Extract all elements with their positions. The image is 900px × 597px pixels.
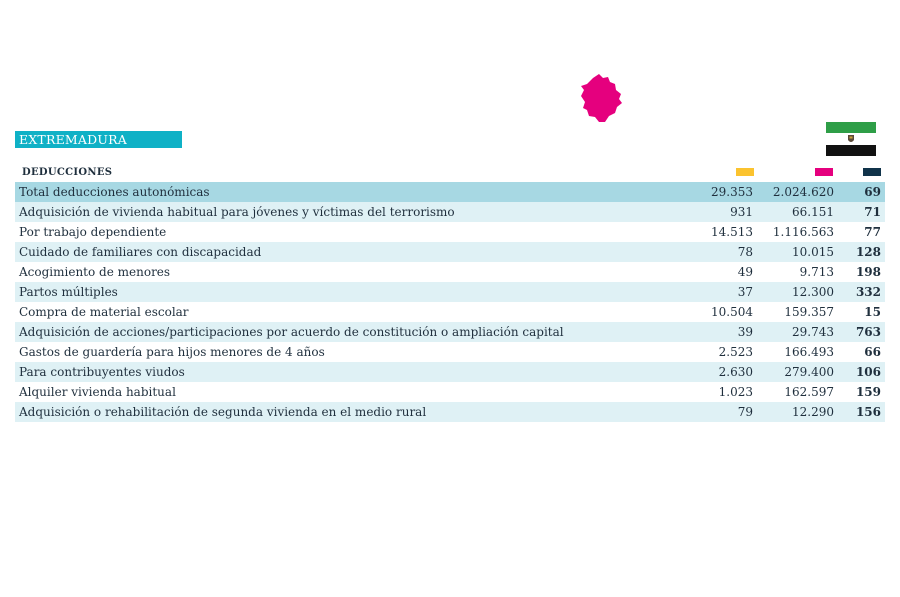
row-value-3: 198 [855,265,881,279]
table-row: Gastos de guardería para hijos menores d… [15,342,885,362]
table-header: DEDUCCIONES [15,165,885,181]
table-row: Alquiler vivienda habitual 1.023 162.597… [15,382,885,402]
row-value-2: 12.300 [792,285,834,299]
row-value-3: 77 [864,225,881,239]
row-value-2: 9.713 [799,265,834,279]
row-value-3: 332 [855,285,881,299]
row-value-2: 10.015 [792,245,834,259]
row-value-1: 10.504 [711,305,753,319]
table-row: Compra de material escolar 10.504 159.35… [15,302,885,322]
row-value-2: 29.743 [792,325,834,339]
row-value-1: 39 [737,325,753,339]
row-value-3: 15 [864,305,881,319]
row-value-2: 2.024.620 [772,185,834,199]
row-value-3: 69 [864,185,881,199]
row-name: Acogimiento de menores [19,265,171,279]
row-value-1: 37 [737,285,753,299]
row-value-3: 106 [855,365,881,379]
table-row-total: Total deducciones autonómicas 29.353 2.0… [15,182,885,202]
row-name: Por trabajo dependiente [19,225,167,239]
row-name: Para contribuyentes viudos [19,365,185,379]
table-row: Adquisición o rehabilitación de segunda … [15,402,885,422]
row-value-2: 279.400 [784,365,834,379]
row-name: Gastos de guardería para hijos menores d… [19,345,325,359]
table-row: Para contribuyentes viudos 2.630 279.400… [15,362,885,382]
row-value-3: 71 [864,205,881,219]
row-name: Adquisición o rehabilitación de segunda … [19,405,427,419]
extremadura-map-icon [581,74,622,122]
table-row: Adquisición de vivienda habitual para jó… [15,202,885,222]
table-row: Cuidado de familiares con discapacidad 7… [15,242,885,262]
row-name: Alquiler vivienda habitual [19,385,176,399]
row-value-2: 162.597 [784,385,834,399]
deducciones-header: DEDUCCIONES [22,167,113,178]
row-value-1: 1.023 [718,385,753,399]
table-row: Partos múltiples 37 12.300 332 [15,282,885,302]
row-value-3: 128 [855,245,881,259]
row-value-1: 29.353 [711,185,753,199]
row-value-1: 49 [737,265,753,279]
column-swatch-yellow [736,168,754,176]
row-value-2: 12.290 [792,405,834,419]
region-title: EXTREMADURA [15,131,182,148]
row-value-2: 159.357 [784,305,834,319]
row-value-1: 931 [730,205,753,219]
column-swatch-navy [863,168,881,176]
row-value-3: 159 [855,385,881,399]
row-name: Adquisición de vivienda habitual para jó… [19,205,455,219]
deductions-table: Total deducciones autonómicas 29.353 2.0… [15,182,885,422]
row-name: Total deducciones autonómicas [19,185,210,199]
row-value-1: 2.630 [718,365,753,379]
row-value-2: 66.151 [792,205,834,219]
row-value-1: 2.523 [718,345,753,359]
row-value-1: 14.513 [711,225,753,239]
row-value-1: 79 [737,405,753,419]
row-name: Compra de material escolar [19,305,189,319]
row-value-2: 1.116.563 [772,225,834,239]
row-value-3: 156 [855,405,881,419]
row-value-3: 763 [855,325,881,339]
table-row: Acogimiento de menores 49 9.713 198 [15,262,885,282]
column-swatch-magenta [815,168,833,176]
row-name: Cuidado de familiares con discapacidad [19,245,262,259]
row-name: Partos múltiples [19,285,118,299]
row-value-2: 166.493 [784,345,834,359]
table-row: Por trabajo dependiente 14.513 1.116.563… [15,222,885,242]
row-value-1: 78 [737,245,753,259]
extremadura-flag-icon [826,122,876,156]
table-row: Adquisición de acciones/participaciones … [15,322,885,342]
row-value-3: 66 [864,345,881,359]
row-name: Adquisición de acciones/participaciones … [19,325,564,339]
